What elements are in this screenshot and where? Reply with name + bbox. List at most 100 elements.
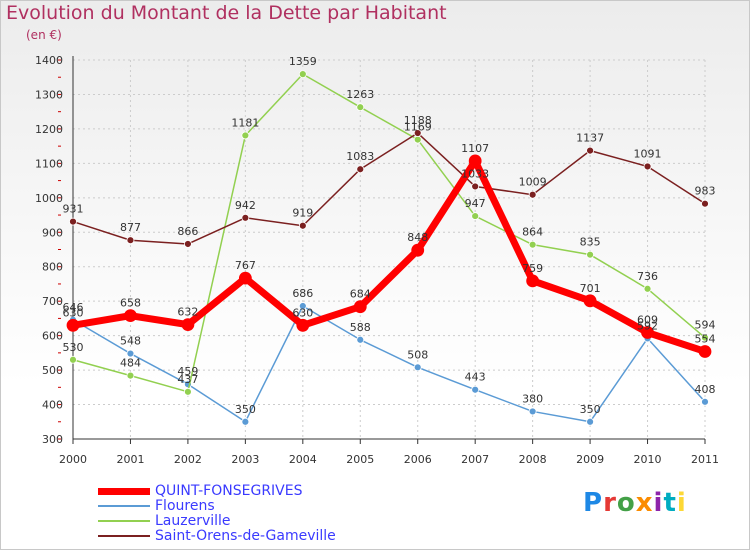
proxiti-logo: Proxiti: [583, 488, 687, 518]
data-label: 1181: [231, 116, 259, 129]
data-label: 701: [580, 282, 601, 295]
x-tick-label: 2002: [174, 453, 202, 466]
y-tick-label: 1200: [35, 123, 63, 136]
series-line-2: [72, 73, 706, 393]
y-tick-label: 800: [42, 261, 63, 274]
logo-letter: o: [616, 488, 636, 518]
data-label: 686: [292, 287, 313, 300]
data-point: [643, 284, 652, 293]
data-label: 942: [235, 199, 256, 212]
data-point: [468, 154, 482, 168]
legend-swatch: [98, 488, 150, 495]
y-tick-label: 900: [42, 226, 63, 239]
data-label: 459: [177, 365, 198, 378]
data-label: 350: [580, 403, 601, 416]
data-label: 919: [292, 207, 313, 220]
chart-subtitle: (en €): [26, 28, 62, 42]
series-line-3: [72, 132, 706, 245]
data-point: [528, 190, 537, 199]
chart-title: Evolution du Montant de la Dette par Hab…: [6, 2, 447, 24]
data-label: 1107: [461, 142, 489, 155]
logo-letter: i: [676, 488, 687, 518]
data-label: 1188: [404, 114, 432, 127]
data-point: [238, 271, 252, 285]
legend-swatch: [98, 520, 150, 522]
data-label: 866: [177, 225, 198, 238]
x-tick-label: 2010: [634, 453, 662, 466]
data-point: [643, 162, 652, 171]
data-point: [353, 300, 367, 314]
y-tick-label: 1300: [35, 88, 63, 101]
data-label: 947: [465, 197, 486, 210]
data-label: 408: [695, 383, 716, 396]
data-point: [356, 165, 365, 174]
legend-label: Lauzerville: [155, 513, 231, 529]
data-label: 684: [350, 288, 371, 301]
data-point: [241, 131, 250, 140]
data-point: [296, 318, 310, 332]
data-point: [126, 236, 135, 245]
data-point: [583, 294, 597, 308]
data-point: [184, 387, 192, 396]
data-label: 437: [177, 373, 198, 386]
legend-label: Flourens: [155, 498, 215, 514]
data-label: 630: [292, 306, 313, 319]
logo-letter: i: [653, 488, 664, 518]
x-tick-label: 2000: [59, 453, 87, 466]
data-point: [124, 309, 137, 323]
data-label: 1083: [346, 150, 374, 163]
data-point: [413, 135, 422, 144]
y-tick-label: 1100: [35, 157, 63, 170]
y-tick-label: 600: [42, 330, 63, 343]
data-label: 484: [120, 357, 141, 370]
legend-swatch: [98, 505, 150, 507]
data-point: [241, 213, 250, 222]
logo-letter: t: [663, 488, 677, 518]
series-line-1: [72, 305, 706, 423]
x-tick-label: 2011: [691, 453, 719, 466]
data-label: 1169: [404, 121, 432, 134]
x-tick-label: 2005: [346, 453, 374, 466]
data-point: [298, 70, 307, 79]
series-line-0: [72, 157, 707, 355]
data-point: [298, 221, 307, 230]
data-point: [126, 371, 135, 380]
data-label: 646: [63, 301, 84, 314]
data-label: 835: [580, 236, 601, 249]
data-label: 1091: [634, 147, 662, 160]
x-tick-label: 2003: [231, 453, 259, 466]
data-point: [356, 335, 365, 344]
data-label: 1137: [576, 132, 604, 145]
data-point: [471, 385, 480, 394]
x-tick-label: 2009: [576, 453, 604, 466]
data-label: 931: [63, 203, 84, 216]
x-tick-label: 2001: [116, 453, 144, 466]
data-label: 848: [407, 231, 428, 244]
data-label: 759: [522, 262, 543, 275]
data-label: 530: [63, 341, 84, 354]
data-point: [184, 240, 192, 248]
y-tick-label: 700: [42, 295, 63, 308]
data-label: 983: [695, 185, 716, 198]
x-tick-label: 2007: [461, 453, 489, 466]
data-point: [298, 302, 307, 310]
data-point: [471, 182, 480, 191]
x-tick-label: 2006: [404, 453, 432, 466]
x-tick-label: 2008: [519, 453, 547, 466]
y-tick-label: 1400: [35, 54, 63, 67]
data-label: 864: [522, 226, 543, 239]
data-point: [66, 318, 80, 332]
data-point: [701, 199, 709, 208]
data-point: [586, 146, 594, 155]
legend-swatch: [98, 535, 150, 537]
logo-letter: r: [603, 488, 617, 518]
data-label: 588: [350, 321, 371, 334]
data-point: [586, 250, 594, 259]
data-point: [356, 103, 365, 112]
data-point: [471, 212, 480, 220]
data-point: [641, 326, 654, 339]
data-label: 1033: [461, 167, 489, 180]
legend-label: Saint-Orens-de-Gameville: [155, 528, 336, 544]
data-point: [126, 349, 135, 358]
